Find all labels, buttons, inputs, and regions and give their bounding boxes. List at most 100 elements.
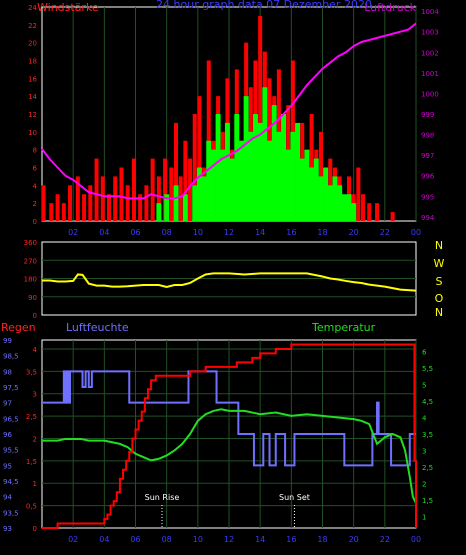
wind-average-bar	[285, 149, 291, 221]
x-tick-label: 08	[162, 228, 172, 237]
wind-average-bar	[327, 185, 333, 221]
x-tick-label: 02	[68, 535, 78, 544]
sunrise-label: Sun Rise	[145, 493, 180, 502]
pressure-tick-label: 1004	[421, 8, 439, 16]
x-tick-label: 22	[380, 535, 390, 544]
compass-n-top: N	[435, 239, 443, 252]
rain-tick-label: 3	[33, 391, 37, 399]
wind-average-bar	[156, 203, 162, 221]
wind-average-bar	[337, 185, 343, 221]
direction-tick-label: 270	[24, 257, 37, 265]
humidity-tick-label: 98	[3, 368, 12, 376]
wind-gust-bar	[113, 176, 118, 221]
wind-gust-bar	[163, 158, 168, 221]
wind-average-bar	[173, 185, 179, 221]
temperature-tick-label: 4,5	[422, 398, 433, 406]
wind-gust-bar	[150, 158, 155, 221]
wind-average-bar	[341, 194, 347, 221]
compass-labels: N W S O N	[434, 239, 445, 319]
x-tick-label: 22	[380, 228, 390, 237]
pressure-tick-label: 1000	[421, 90, 439, 98]
wind-tick-label: 2	[33, 200, 37, 208]
wind-gust-bar	[390, 212, 395, 221]
wind-gust-bar	[49, 203, 54, 221]
wind-average-bars	[156, 87, 357, 221]
wind-average-bar	[309, 167, 315, 221]
pressure-tick-label: 996	[421, 173, 435, 181]
wind-gust-bar	[144, 185, 149, 221]
wind-average-bar	[323, 167, 329, 221]
wind-average-bar	[238, 140, 244, 221]
wind-gust-bar	[156, 176, 161, 221]
wind-average-bar	[290, 131, 296, 221]
wind-gust-bar	[188, 158, 193, 221]
wind-gust-bar	[55, 194, 60, 221]
rain-tick-label: 1,5	[26, 458, 37, 466]
wind-average-bar	[299, 158, 305, 221]
rain-grid	[42, 340, 417, 528]
direction-y-ticks: 0 90 180 270 360	[24, 239, 37, 320]
x-tick-label: 00	[411, 228, 421, 237]
temperature-tick-label: 3,5	[422, 431, 433, 439]
pressure-tick-label: 1002	[421, 49, 439, 57]
direction-tick-label: 180	[24, 276, 37, 284]
wind-gust-bar	[41, 185, 46, 221]
rain-tick-label: 1	[33, 480, 37, 488]
wind-gust-bar	[174, 122, 179, 221]
rain-x-ticks: 02 04 06 08 10 12 14 16 18 20 22 00	[68, 535, 421, 544]
x-tick-label: 10	[193, 535, 203, 544]
wind-gust-bar	[375, 203, 380, 221]
pressure-tick-label: 995	[421, 193, 434, 201]
direction-tick-label: 360	[24, 239, 37, 247]
wind-average-bar	[215, 114, 221, 221]
wind-average-bar	[220, 149, 226, 221]
x-tick-label: 00	[411, 535, 421, 544]
wind-average-bar	[229, 158, 235, 221]
wind-average-bar	[346, 194, 352, 221]
humidity-tick-label: 97,5	[3, 384, 19, 392]
wind-tick-label: 6	[33, 165, 38, 173]
wind-gust-bar	[100, 176, 105, 221]
rain-line	[42, 343, 417, 529]
pressure-tick-label: 998	[421, 132, 434, 140]
wind-tick-label: 8	[33, 147, 37, 155]
humidity-tick-label: 97	[3, 400, 12, 408]
temperature-tick-label: 1,5	[422, 497, 433, 505]
wind-average-bar	[210, 149, 216, 221]
rain-tick-label: 2,5	[26, 413, 37, 421]
rain-tick-label: 4	[33, 346, 38, 354]
rain-tick-label: 0	[33, 525, 37, 533]
wind-tick-label: 14	[28, 93, 37, 101]
wind-average-bar	[164, 194, 170, 221]
wind-direction-chart: 0 90 180 270 360 N W S O N	[24, 239, 445, 320]
temperature-axis-title: Temperatur	[311, 321, 376, 334]
wind-tick-label: 12	[28, 111, 37, 119]
sun-markers: Sun Rise Sun Set	[145, 493, 310, 528]
x-tick-label: 14	[255, 535, 265, 544]
wind-gust-bar	[88, 185, 93, 221]
pressure-line	[41, 22, 417, 200]
temperature-tick-label: 3	[422, 447, 426, 455]
wind-average-bar	[192, 185, 198, 221]
x-tick-label: 08	[162, 535, 172, 544]
wind-average-bar	[234, 114, 240, 221]
wind-gust-bar	[197, 96, 202, 221]
x-tick-label: 04	[99, 535, 109, 544]
wind-gust-bar	[119, 167, 124, 221]
wind-average-bar	[206, 140, 212, 221]
x-tick-label: 16	[286, 228, 296, 237]
wind-tick-label: 24	[28, 4, 37, 12]
humidity-y-ticks: 93 93,5 94 94,5 95 95,5 96 96,5 97 97,5 98 98,5 99	[3, 337, 19, 533]
temperature-y-ticks: 1 1,5 2 2,5 3 3,5 4 4,5 5 5,5 6	[422, 349, 433, 522]
wind-average-bar	[332, 176, 338, 221]
wind-average-bar	[271, 105, 277, 221]
wind-tick-label: 0	[33, 218, 37, 226]
rain-tick-label: 0,5	[26, 503, 37, 511]
x-tick-label: 18	[317, 228, 327, 237]
wind-tick-label: 16	[28, 75, 37, 83]
x-tick-label: 06	[130, 535, 140, 544]
x-tick-label: 12	[224, 535, 234, 544]
wind-direction-grid	[42, 259, 416, 298]
